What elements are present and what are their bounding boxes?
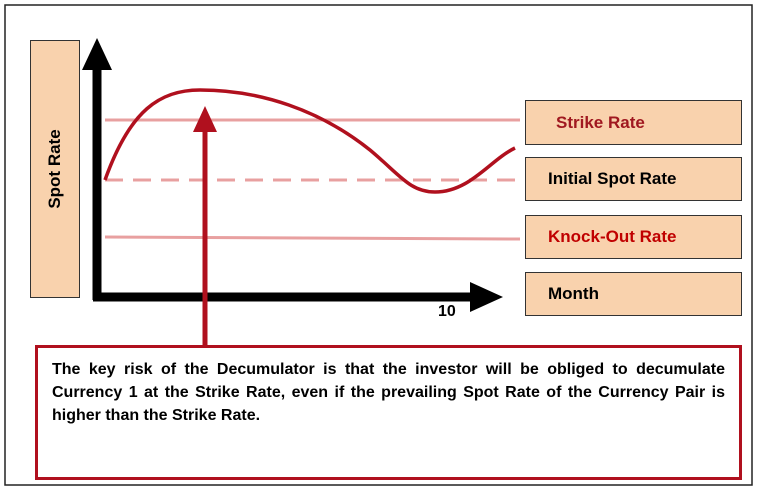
y-arrowhead	[82, 38, 112, 70]
note: The key risk of the Decumulator is that …	[35, 345, 742, 480]
spot-box: Initial Spot Rate	[525, 157, 742, 201]
x-tick: 10	[438, 303, 456, 320]
strike-box: Strike Rate	[525, 100, 742, 145]
frame	[4, 4, 753, 486]
month-box: Month	[525, 272, 742, 316]
x-arrowhead	[470, 282, 503, 312]
y-axis-box: Spot Rate	[30, 40, 80, 298]
pointer-head	[193, 106, 217, 132]
knockout-box: Knock-Out Rate	[525, 215, 742, 259]
knockout-line	[104, 235, 521, 241]
spot-curve	[103, 88, 516, 194]
y-axis-label: Spot Rate	[45, 129, 64, 209]
